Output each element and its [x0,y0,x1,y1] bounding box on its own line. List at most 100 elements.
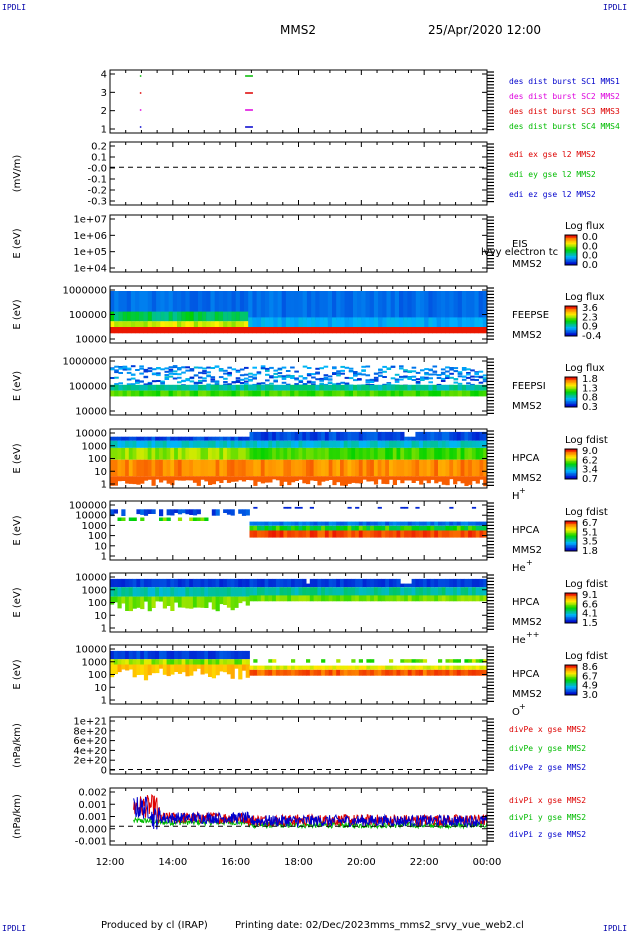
spectro-cell [192,664,198,672]
spectro-cell [302,447,307,460]
colorbar-cell [565,321,577,323]
spectro-cell [336,578,341,588]
spectro-cell [294,291,299,321]
spectro-cell [264,476,269,483]
spectro-cell [323,327,329,334]
spectro-cell [294,317,299,328]
spectro-cell [253,665,258,670]
spectro-cell [378,371,383,374]
spectro-cell [403,317,408,328]
spectro-cell [244,291,249,321]
spectro-cell [218,376,224,379]
spectro-cell [347,669,352,676]
spectro-cell [340,525,345,531]
spectro-cell [366,669,371,676]
spectro-cell [365,390,371,397]
spectro-cell [344,376,350,379]
spectro-cell [204,459,209,477]
spectro-cell [319,367,324,370]
spectro-cell [249,459,254,477]
spectro-cell [283,595,288,602]
colorbar-cell [565,672,577,675]
y-tick-label: 1 [101,480,107,491]
spectro-cell [445,587,450,596]
spectro-cell [332,291,337,321]
spectro-cell [215,447,220,460]
spectro-cell [281,291,287,321]
spectro-cell [434,447,439,460]
spectro-cell [248,291,253,321]
spectro-cell [373,384,379,391]
spectro-cell [348,367,354,370]
y-tick-label: 1000 [82,585,107,596]
spectro-cell [174,509,179,513]
spectro-cell [211,440,216,448]
colorbar-cell [565,319,577,322]
colorbar-cell [565,449,577,451]
spectro-cell [385,578,390,588]
y-tick-label: 1000 [82,521,107,532]
instrument-label: EIS [512,239,528,250]
spectro-cell [430,459,435,477]
spectro-cell [159,587,164,597]
spectro-cell [377,587,382,596]
spectro-cell [177,650,183,660]
spectro-cell [181,509,186,514]
spectro-cell [309,669,314,676]
spectro-cell [215,587,220,597]
spectro-cell [239,311,245,322]
spectro-cell [309,431,314,441]
spectro-cell [381,587,386,596]
spectro-cell [143,383,149,386]
spectro-cell [340,521,345,526]
spectro-cell [125,436,130,441]
spectro-cell [351,431,356,441]
spectro-cell [474,327,479,334]
spectro-cell [370,525,375,531]
legend-entry: divPi z gse MMS2 [509,830,586,839]
spectro-cell [200,587,205,597]
spectro-cell [365,381,371,384]
legend-entry: edi ez gse l2 MMS2 [509,190,596,199]
spectro-cell [311,376,316,379]
spectro-cell [464,521,469,526]
spectro-cell [177,368,182,371]
spectro-cell [223,587,228,597]
spectro-cell [143,321,149,327]
spectro-cell [159,650,164,660]
colorbar-cell [565,377,577,379]
spectro-cell [170,509,175,516]
spectro-cell [470,291,475,321]
spectro-cell [420,376,425,379]
spectro-cell [264,595,269,602]
spectro-cell [269,376,274,379]
spectro-cell [373,440,379,448]
colorbar-cell [565,602,577,604]
spectro-cell [432,390,438,397]
spectro-cell [483,431,488,441]
spectro-cell [155,596,160,602]
spectro-cell [181,650,186,660]
spectro-cell [392,530,397,538]
spectro-cell [381,669,386,676]
spectro-cell [400,506,405,509]
spectro-cell [147,384,153,391]
spectro-cell [460,595,465,602]
spectro-cell [189,587,194,597]
spectro-cell [238,578,243,588]
spectro-cell [343,440,348,448]
spectro-cell [113,436,118,441]
spectro-cell [136,587,141,597]
spectro-cell [166,650,171,660]
spectro-cell [407,370,412,373]
spectro-cell [411,530,416,538]
spectro-cell [211,509,216,516]
spectro-cell [155,664,160,674]
spectro-cell [313,665,318,670]
y-tick-label: 0.001 [78,812,107,823]
spectro-cell [164,370,170,373]
colorbar-cell [565,260,577,263]
spectro-cell [348,291,354,321]
spectro-cell [198,327,203,334]
spectro-cell [434,476,439,484]
